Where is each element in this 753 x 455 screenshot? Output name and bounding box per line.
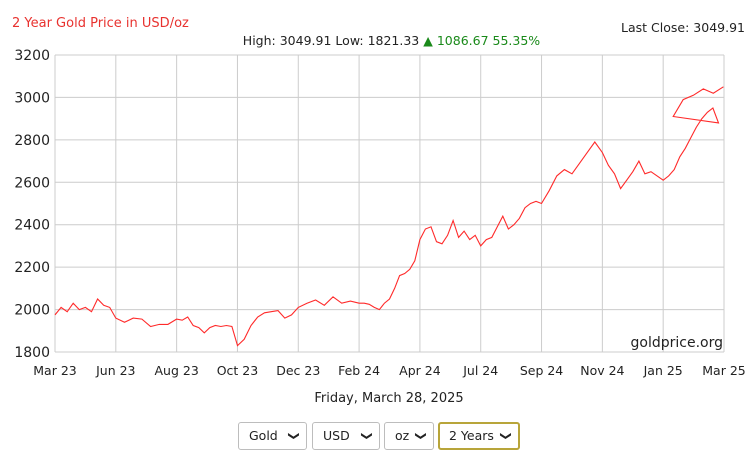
x-tick-label: Apr 24: [399, 363, 441, 378]
y-tick-label: 2400: [14, 218, 50, 234]
chevron-down-icon: ❯: [499, 431, 513, 441]
currency-select-value: USD: [323, 428, 350, 443]
chart-grid: [54, 54, 725, 353]
x-tick-label: Mar 23: [33, 363, 76, 378]
up-arrow-icon: ▲: [423, 33, 433, 48]
x-tick-label: Sep 24: [520, 363, 563, 378]
y-tick-label: 2000: [14, 303, 50, 319]
chevron-down-icon: ❯: [360, 431, 374, 441]
chart-title: 2 Year Gold Price in USD/oz: [12, 16, 189, 31]
high-label: High:: [242, 33, 276, 48]
y-tick-label: 3000: [14, 90, 50, 106]
x-tick-label: Oct 23: [217, 363, 259, 378]
date-label: Friday, March 28, 2025: [314, 391, 464, 406]
x-tick-label: Dec 23: [276, 363, 320, 378]
y-tick-label: 1800: [14, 345, 50, 361]
x-tick-label: Feb 24: [338, 363, 380, 378]
chevron-down-icon: ❯: [414, 431, 428, 441]
y-tick-label: 2200: [14, 260, 50, 276]
watermark: goldprice.org: [630, 335, 723, 351]
x-axis-ticks: Mar 23 Jun 23 Aug 23 Oct 23 Dec 23 Feb 24 Apr …: [33, 363, 745, 378]
x-tick-label: Aug 23: [154, 363, 198, 378]
y-tick-label: 2800: [14, 133, 50, 149]
metal-select[interactable]: Gold ❯: [238, 422, 307, 450]
price-series-line: [54, 86, 724, 347]
low-label: Low:: [335, 33, 364, 48]
range-select-value: 2 Years: [449, 428, 494, 443]
low-value: 1821.33: [367, 33, 420, 48]
change-value: 1086.67 55.35%: [436, 33, 541, 48]
y-axis-ticks: 1800 2000 2200 2400 2600 2800 3000 3200: [14, 48, 50, 361]
gold-price-chart: 1800 2000 2200 2400 2600 2800 3000 3200 Mar 23 J…: [14, 48, 745, 378]
y-tick-label: 2600: [14, 175, 50, 191]
currency-select[interactable]: USD ❯: [312, 422, 380, 450]
metal-select-value: Gold: [249, 428, 278, 443]
chevron-down-icon: ❯: [287, 431, 301, 441]
high-value: 3049.91: [279, 33, 332, 48]
last-close: Last Close: 3049.91: [621, 20, 745, 35]
x-tick-label: Mar 25: [702, 363, 745, 378]
high-low-summary: High: 3049.91 Low: 1821.33 ▲ 1086.67 55.…: [0, 33, 753, 48]
x-tick-label: Jun 23: [95, 363, 135, 378]
unit-select-value: oz: [395, 428, 410, 443]
range-select[interactable]: 2 Years ❯: [438, 422, 520, 450]
x-tick-label: Nov 24: [580, 363, 624, 378]
y-tick-label: 3200: [14, 48, 50, 64]
x-tick-label: Jan 25: [643, 363, 683, 378]
unit-select[interactable]: oz ❯: [384, 422, 434, 450]
x-tick-label: Jul 24: [462, 363, 498, 378]
